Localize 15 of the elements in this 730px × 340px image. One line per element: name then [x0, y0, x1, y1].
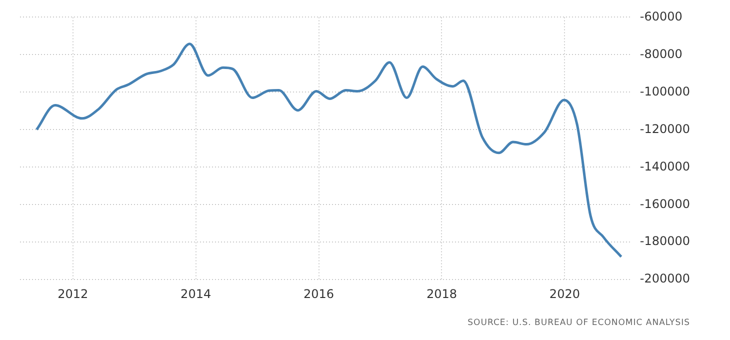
x-tick-label: 2020: [549, 286, 580, 301]
x-tick-label: 2014: [180, 286, 212, 301]
x-tick-label: 2016: [304, 286, 334, 301]
x-tick-label: 2012: [58, 286, 88, 301]
source-note: SOURCE: U.S. BUREAU OF ECONOMIC ANALYSIS: [468, 318, 690, 328]
y-tick-label: -200000: [640, 272, 690, 286]
y-tick-label: -180000: [640, 234, 690, 248]
y-tick-label: -120000: [640, 122, 690, 136]
line-series: [35, 42, 623, 258]
y-tick-label: -160000: [640, 196, 690, 211]
y-tick-label: -60000: [640, 9, 682, 24]
y-tick-label: -80000: [640, 46, 682, 61]
y-tick-label: -140000: [640, 159, 690, 174]
y-tick-label: -100000: [640, 84, 690, 98]
x-tick-label: 2018: [426, 286, 458, 301]
